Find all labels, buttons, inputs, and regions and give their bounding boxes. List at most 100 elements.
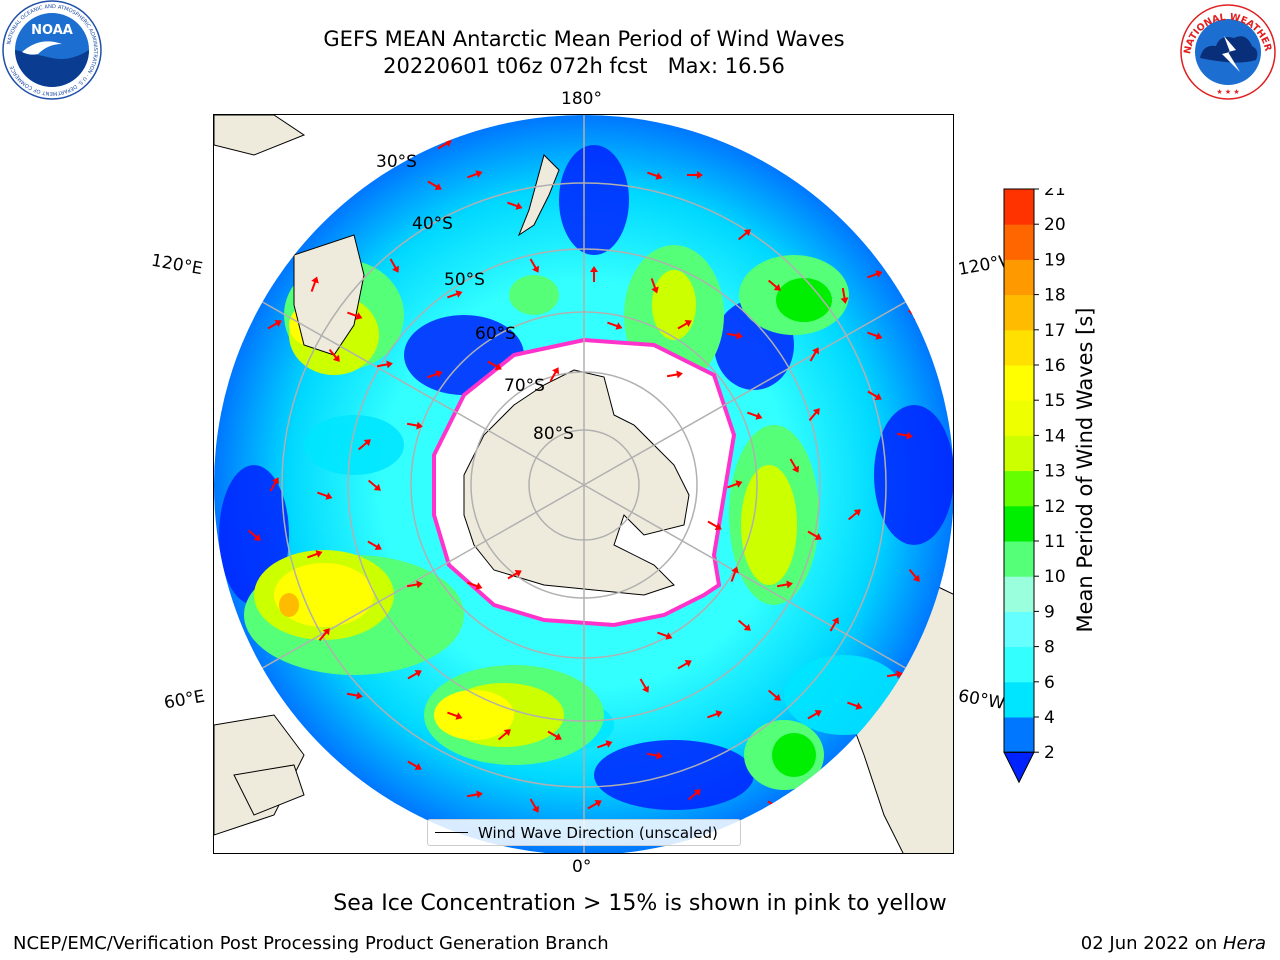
colorbar-tick-label: 14 [1044,426,1066,446]
noaa-logo: NOAA NATIONAL OCEANIC AND ATMOSPHERIC AD… [0,0,104,100]
map-title: GEFS MEAN Antarctic Mean Period of Wind … [323,27,845,51]
direction-arrow [507,570,522,580]
lon-label-120e: 120°E [149,250,205,280]
colorbar: 2 4 6 8 9 10 11 12 13 14 15 16 17 18 19 20 21 [1003,180,1078,792]
direction-arrow [267,320,282,330]
direction-arrow [427,180,442,190]
direction-arrow [376,360,393,369]
direction-arrow [497,729,511,741]
direction-arrow [677,320,692,330]
colorbar-segment [1004,470,1034,507]
colorbar-tick-label: 11 [1044,532,1066,552]
svg-text:★ ★ ★: ★ ★ ★ [1216,88,1239,96]
colorbar-tick-label: 10 [1044,567,1066,587]
direction-arrow [607,321,623,330]
colorbar-tick-label: 17 [1044,321,1066,341]
direction-arrow [406,421,423,430]
colorbar-tick-label: 4 [1044,708,1055,728]
direction-arrow [406,580,423,589]
legend-line-icon [435,832,468,833]
svg-text:NOAA: NOAA [31,23,73,38]
direction-arrow [269,477,279,492]
direction-arrow [789,458,799,473]
map-canvas [214,115,953,853]
direction-arrow [346,691,363,700]
direction-arrow [367,479,381,491]
direction-arrow [730,566,739,582]
direction-arrow [829,617,839,632]
direction-arrow [367,540,382,550]
land-australia-south [293,234,365,356]
direction-arrow [247,529,261,541]
direction-arrow [467,581,483,590]
colorbar-segment [1004,681,1034,718]
direction-arrow [437,140,452,150]
lat-label-30s: 30°S [376,152,417,172]
direction-arrow [639,678,649,693]
direction-arrow [587,800,602,810]
sea-ice-note: Sea Ice Concentration > 15% is shown in … [333,891,947,916]
direction-arrow [328,348,340,362]
direction-arrow [737,229,751,241]
direction-arrow [847,701,863,710]
direction-arrow [677,660,692,670]
direction-arrow [357,439,371,451]
lon-label-60e: 60°E [162,686,207,714]
colorbar-label: Mean Period of Wind Waves [s] [1073,307,1097,633]
direction-arrow [427,370,443,379]
direction-arrow [466,790,483,799]
colorbar-segment [1004,505,1034,542]
colorbar-segment [1004,717,1034,753]
map-legend: Wind Wave Direction (unscaled) [427,819,741,846]
colorbar-tick-label: 21 [1044,188,1066,200]
direction-arrow [487,360,502,370]
direction-arrow [776,580,793,589]
colorbar-tick-label: 12 [1044,497,1066,517]
colorbar-segment [1004,611,1034,648]
direction-arrow [747,411,763,420]
colorbar-segment [1004,365,1034,401]
colorbar-tick-label: 13 [1044,462,1066,482]
direction-arrow [809,347,819,362]
direction-arrow [407,670,422,680]
direction-arrow [307,550,323,559]
land-australia [214,115,306,156]
footer-credit: NCEP/EMC/Verification Post Processing Pr… [13,933,609,954]
colorbar-tick-label: 18 [1044,286,1066,306]
longitude-grid [258,115,910,853]
colorbar-tick-label: 20 [1044,215,1066,235]
land-new-zealand [517,154,560,237]
direction-arrow [650,278,659,294]
colorbar-segment [1004,259,1034,296]
direction-arrow [590,266,598,282]
colorbar-tick-label: 16 [1044,356,1066,376]
direction-arrow [867,331,883,340]
direction-arrow [807,530,822,540]
lon-label-180: 180° [561,89,602,109]
colorbar-tick-label: 9 [1044,602,1055,622]
direction-arrow [847,509,861,521]
direction-arrow [666,370,683,379]
direction-arrow [407,760,422,770]
direction-arrow [317,491,333,500]
legend-label: Wind Wave Direction (unscaled) [478,823,718,842]
direction-arrow [467,170,483,179]
colorbar-tick-label: 6 [1044,673,1055,693]
direction-arrow [529,258,539,273]
direction-arrow [707,710,723,719]
polar-map: 30°S 40°S 50°S 60°S 70°S 80°S Wind Wave … [213,114,954,854]
lat-label-70s: 70°S [504,376,545,396]
lon-label-60w: 60°W [956,686,1007,714]
direction-arrow [726,331,743,340]
colorbar-segment [1004,189,1034,225]
direction-arrow [687,171,703,179]
colorbar-segment [1004,435,1034,472]
direction-arrow [840,287,849,304]
antarctica [463,369,690,596]
direction-arrow [867,270,883,279]
colorbar-segment [1004,646,1034,683]
direction-arrow [808,408,820,422]
nws-logo: NATIONAL WEATHER SERVICE ★ ★ ★ [1174,0,1278,102]
map-subtitle-forecast: 20220601 t06z 072h fcst Max: 16.56 [383,54,785,78]
land-madagascar [233,764,305,816]
